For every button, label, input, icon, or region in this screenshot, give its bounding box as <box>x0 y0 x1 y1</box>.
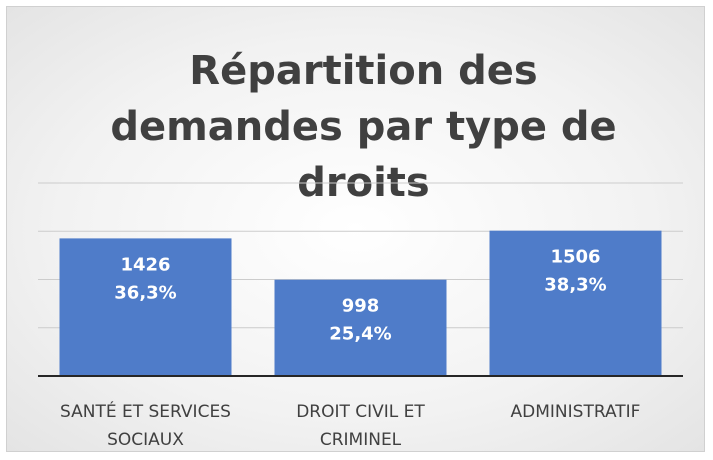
bar <box>59 238 232 376</box>
bar <box>274 279 447 376</box>
x-tick-label: DROIT CIVIL ET CRIMINEL <box>296 402 425 450</box>
data-label: 1506 <box>550 247 600 268</box>
data-label: 1426 <box>120 254 170 275</box>
x-tick-label: SANTÉ ET SERVICES SOCIAUX <box>60 402 231 450</box>
percent-label: 25,4% <box>329 324 391 345</box>
x-tick-label: ADMINISTRATIF <box>510 402 641 422</box>
chart: Répartition des demandes par type de dro… <box>6 6 705 452</box>
percent-label: 38,3% <box>544 275 606 296</box>
data-label: 998 <box>342 296 380 317</box>
bar <box>489 230 662 376</box>
percent-label: 36,3% <box>114 282 176 303</box>
